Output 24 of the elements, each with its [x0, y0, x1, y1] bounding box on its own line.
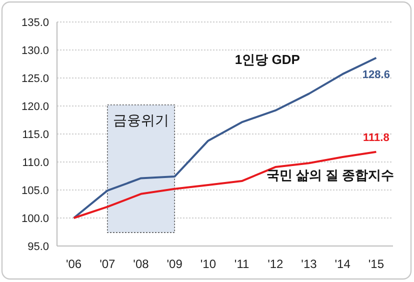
series-label: 국민 삶의 질 종합지수	[266, 167, 394, 182]
x-tick-label: '12	[268, 257, 284, 271]
y-tick-label: 105.0	[21, 185, 49, 197]
x-tick-label: '14	[334, 257, 351, 271]
x-tick-label: '08	[133, 257, 150, 271]
x-tick-label: '13	[301, 257, 318, 271]
x-tick-label: '06	[66, 257, 82, 271]
x-tick-label: '10	[200, 257, 216, 271]
x-tick-label: '07	[100, 257, 116, 271]
x-tick-label: '11	[234, 257, 250, 271]
text: 1인당 GDP	[234, 52, 300, 67]
y-tick-label: 130.0	[21, 45, 49, 57]
y-tick-label: 115.0	[22, 129, 49, 141]
band-label: 금융위기	[113, 112, 169, 128]
x-tick-label: '15	[368, 257, 384, 271]
y-tick-label: 95.0	[28, 241, 49, 253]
data-label: 128.6	[362, 68, 390, 81]
y-tick-label: 135.0	[21, 17, 49, 29]
y-tick-label: 125.0	[21, 73, 49, 85]
data-label: 111.8	[363, 132, 390, 144]
y-tick-label: 120.0	[21, 101, 49, 113]
y-tick-label: 110.0	[22, 157, 49, 169]
y-tick-label: 100.0	[21, 213, 49, 225]
x-tick-label: '09	[166, 257, 183, 271]
